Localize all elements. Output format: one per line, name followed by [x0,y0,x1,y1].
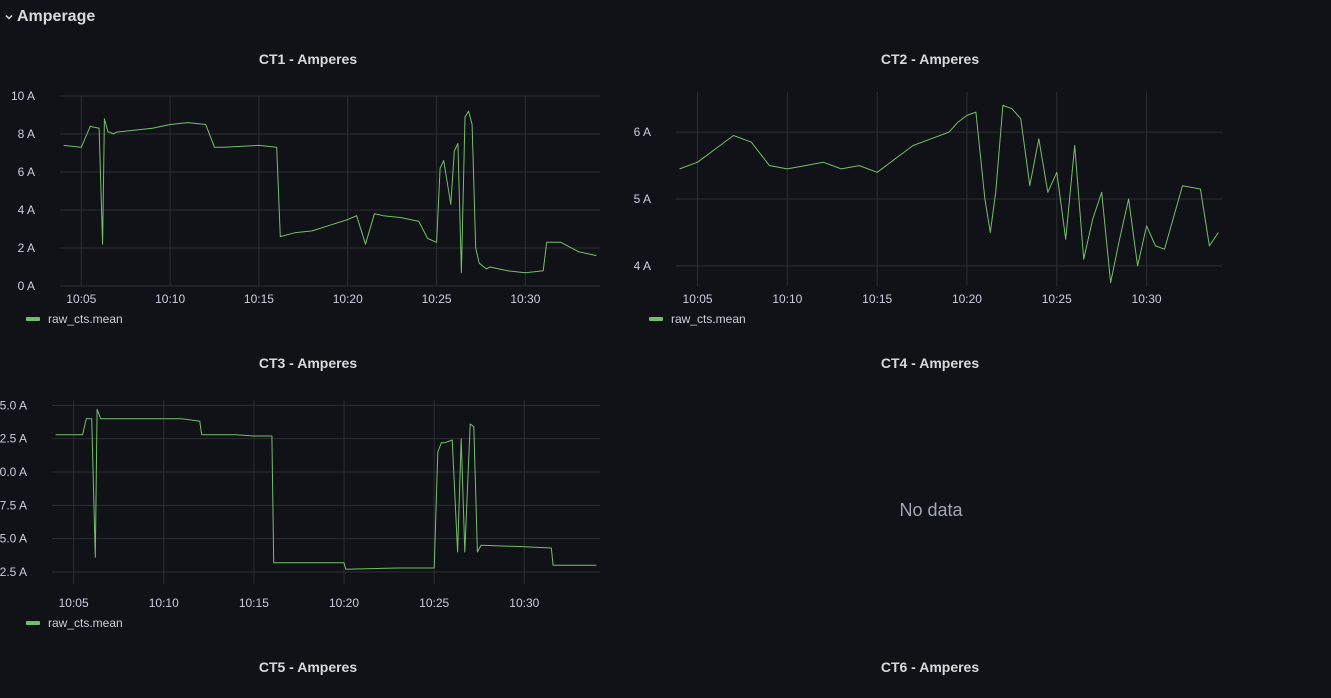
panel-ct1[interactable]: CT1 - Amperes 0 A 2 A 4 A 6 A 8 A 10 A 10:05 10… [0,48,616,338]
legend-item[interactable]: raw_cts.mean [649,312,746,326]
panel-title: CT4 - Amperes [880,355,980,371]
no-data-message: No data [899,500,963,520]
x-tick-label: 10:10 [155,292,185,306]
y-tick-label: 5.0 A [0,532,27,546]
legend-item[interactable]: raw_cts.mean [26,312,123,326]
series-line-raw-cts-mean [55,408,597,570]
y-tick-label: 15.0 A [0,398,27,412]
y-tick-label: 2.5 A [0,565,27,579]
legend-item[interactable]: raw_cts.mean [26,616,123,630]
y-tick-label: 0 A [18,279,35,293]
x-tick-label: 10:20 [333,292,363,306]
panel-ct6[interactable]: CT6 - Amperes [620,656,1240,698]
x-tick-label: 10:10 [149,596,179,610]
y-tick-label: 5 A [634,192,651,206]
row-title: Amperage [17,8,96,25]
legend-label: raw_cts.mean [48,312,123,326]
x-tick-label: 10:25 [419,596,449,610]
x-tick-label: 10:30 [510,292,540,306]
x-tick-label: 10:10 [772,292,802,306]
panel-title: CT1 - Amperes [258,51,358,67]
chevron-down-icon [5,14,13,20]
x-tick-label: 10:05 [59,596,89,610]
panel-title: CT2 - Amperes [880,51,980,67]
legend-label: raw_cts.mean [48,616,123,630]
series-color-swatch [649,317,663,321]
x-tick-label: 10:25 [1042,292,1072,306]
row-header-amperage[interactable]: Amperage [4,8,95,26]
y-tick-label: 10 A [11,89,35,103]
panel-title: CT5 - Amperes [258,659,358,675]
panel-title: CT3 - Amperes [258,355,358,371]
x-tick-label: 10:05 [683,292,713,306]
chart-ct1: 0 A 2 A 4 A 6 A 8 A 10 A 10:05 10:10 10:15 10:20 1… [11,89,600,306]
series-color-swatch [26,317,40,321]
panel-ct5[interactable]: CT5 - Amperes [0,656,616,698]
y-tick-label: 12.5 A [0,432,27,446]
series-line-raw-cts-mean [679,104,1219,284]
x-tick-label: 10:30 [509,596,539,610]
x-tick-label: 10:15 [239,596,269,610]
panel-ct2[interactable]: CT2 - Amperes 4 A 5 A 6 A 10:05 10:10 10:15 10… [620,48,1240,338]
panel-ct4[interactable]: CT4 - Amperes No data [620,352,1240,642]
x-tick-label: 10:20 [329,596,359,610]
x-tick-label: 10:25 [422,292,452,306]
chart-ct2: 4 A 5 A 6 A 10:05 10:10 10:15 10:20 10:25 10:30 [634,92,1222,306]
legend-label: raw_cts.mean [671,312,746,326]
y-tick-label: 4 A [18,203,35,217]
x-tick-label: 10:30 [1132,292,1162,306]
y-tick-label: 6 A [634,125,651,139]
y-tick-label: 7.5 A [0,498,27,512]
chart-ct3: 2.5 A 5.0 A 7.5 A 10.0 A 12.5 A 15.0 A 10:05 10… [0,398,600,610]
x-tick-label: 10:20 [952,292,982,306]
x-tick-label: 10:15 [862,292,892,306]
y-tick-label: 6 A [18,165,35,179]
panel-title: CT6 - Amperes [880,659,980,675]
y-tick-label: 4 A [634,259,651,273]
series-line-raw-cts-mean [63,110,597,274]
panel-ct3[interactable]: CT3 - Amperes 2.5 A 5.0 A 7.5 A 10.0 A 12.5 … [0,352,616,642]
x-tick-label: 10:05 [66,292,96,306]
series-color-swatch [26,621,40,625]
y-tick-label: 8 A [18,127,35,141]
y-tick-label: 2 A [18,241,35,255]
y-tick-label: 10.0 A [0,465,27,479]
x-tick-label: 10:15 [244,292,274,306]
